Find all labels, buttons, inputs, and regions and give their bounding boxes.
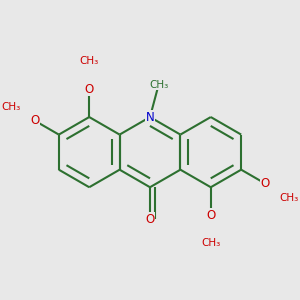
Text: O: O	[30, 114, 39, 127]
Text: CH₃: CH₃	[201, 238, 220, 248]
Text: CH₃: CH₃	[80, 56, 99, 66]
Text: O: O	[261, 177, 270, 190]
Text: CH₃: CH₃	[149, 80, 168, 90]
Text: O: O	[146, 213, 154, 226]
Text: O: O	[85, 83, 94, 96]
Text: CH₃: CH₃	[1, 102, 20, 112]
Text: O: O	[206, 208, 215, 221]
Text: N: N	[146, 110, 154, 124]
Text: CH₃: CH₃	[280, 193, 299, 202]
